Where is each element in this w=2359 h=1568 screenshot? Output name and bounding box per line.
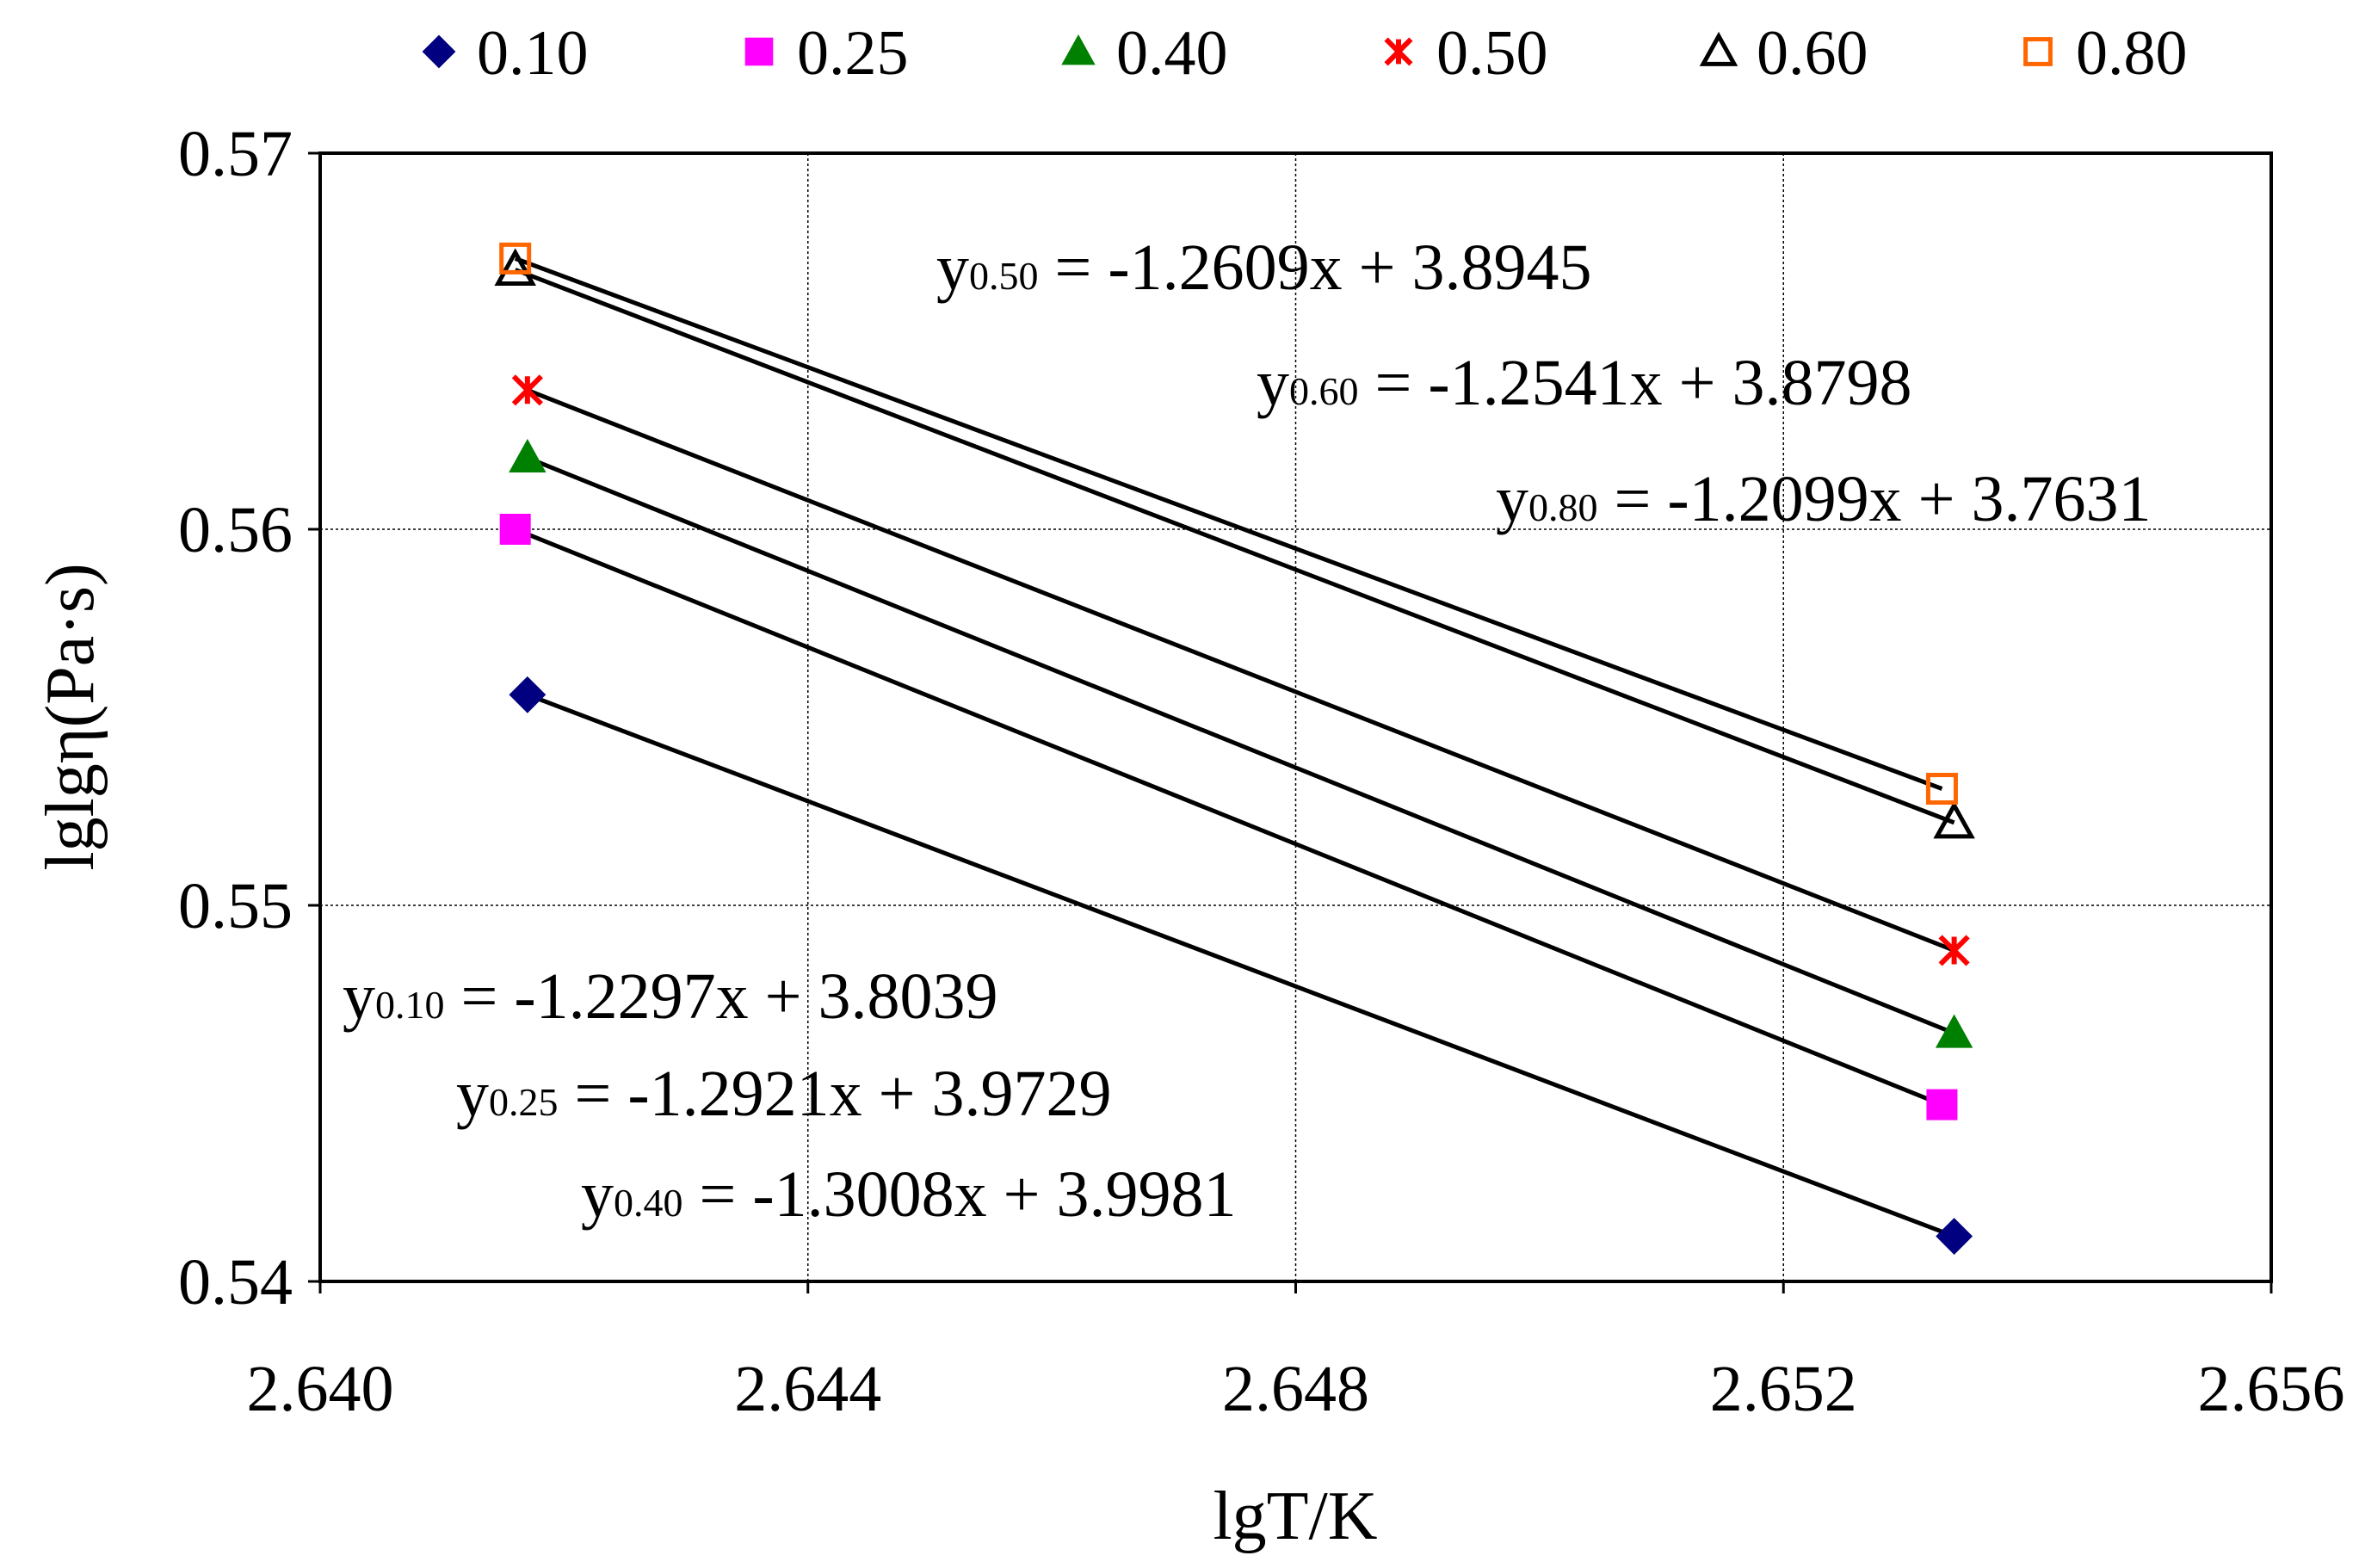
trend-lines <box>514 256 1955 1238</box>
data-point-0.60 <box>494 248 536 286</box>
data-point-0.60 <box>1933 800 1975 839</box>
trend-line-0.60 <box>514 268 1955 825</box>
legend-item-0.40: 0.40 <box>1061 18 1228 89</box>
legend-item-0.50: 0.50 <box>1384 18 1548 89</box>
legend-marker-0.50 <box>1384 37 1413 66</box>
legend-label: 0.10 <box>477 18 589 89</box>
y-tick-label: 0.56 <box>178 494 293 566</box>
data-point-0.80 <box>1925 773 1958 806</box>
data-point-0.25 <box>499 514 531 545</box>
x-tick-label: 2.644 <box>734 1353 881 1425</box>
trend-equation-0.25: y0.25 = -1.2921x + 3.9729 <box>456 1058 1112 1130</box>
legend: 0.10 0.25 0.40 0.50 0.60 0.80 <box>422 18 2188 89</box>
data-point-0.80 <box>499 242 532 275</box>
data-points <box>494 242 1975 1255</box>
legend-marker-0.10 <box>422 34 456 69</box>
trend-equations: y0.10 = -1.2297x + 3.8039 y0.25 = -1.2921… <box>343 231 2152 1231</box>
x-tick-label: 2.656 <box>2198 1353 2345 1425</box>
trend-equation-0.80: y0.80 = -1.2099x + 3.7631 <box>1496 463 2152 535</box>
x-tick-label: 2.652 <box>1710 1353 1857 1425</box>
data-point-0.50 <box>511 374 543 406</box>
y-tick-label: 0.55 <box>178 870 293 942</box>
data-point-0.40 <box>1935 1014 1973 1048</box>
grid <box>320 153 2271 1281</box>
x-axis-label: lgT/K <box>1213 1478 1377 1554</box>
legend-label: 0.25 <box>797 18 909 89</box>
data-point-0.25 <box>1926 1089 1958 1120</box>
trend-equation-0.10: y0.10 = -1.2297x + 3.8039 <box>343 960 998 1033</box>
data-point-0.10 <box>509 676 547 713</box>
legend-marker-0.60 <box>1699 31 1738 66</box>
y-axis-label: lglgη(Pa·s) <box>33 563 108 870</box>
y-tick-label: 0.54 <box>178 1246 293 1318</box>
legend-item-0.25: 0.25 <box>744 18 909 89</box>
x-tick-label: 2.640 <box>247 1353 394 1425</box>
legend-item-0.60: 0.60 <box>1699 18 1868 89</box>
legend-label: 0.40 <box>1116 18 1228 89</box>
trend-line-0.80 <box>514 256 1943 791</box>
trend-line-0.40 <box>526 455 1955 1035</box>
data-point-0.10 <box>1936 1218 1973 1255</box>
data-point-0.40 <box>509 438 547 472</box>
trend-line-0.50 <box>526 387 1955 953</box>
legend-item-0.10: 0.10 <box>422 18 589 89</box>
trend-equation-0.40: y0.40 = -1.3008x + 3.9981 <box>581 1158 1237 1231</box>
legend-marker-0.25 <box>744 37 774 66</box>
legend-label: 0.60 <box>1757 18 1868 89</box>
y-tick-label: 0.57 <box>178 118 293 190</box>
x-tick-label: 2.648 <box>1222 1353 1369 1425</box>
legend-label: 0.80 <box>2076 18 2188 89</box>
data-point-0.50 <box>1938 935 1970 966</box>
legend-marker-0.80 <box>2023 37 2053 66</box>
trend-equation-0.60: y0.60 = -1.2541x + 3.8798 <box>1257 347 1912 419</box>
trend-line-0.25 <box>514 527 1943 1107</box>
legend-marker-0.40 <box>1061 34 1096 65</box>
axis-ticks: 2.640 2.644 2.648 2.652 2.656 0.54 0.55 0.56 0.5… <box>178 118 2345 1425</box>
trend-equation-0.50: y0.50 = -1.2609x + 3.8945 <box>936 231 1592 304</box>
legend-item-0.80: 0.80 <box>2023 18 2188 89</box>
trend-line-0.10 <box>526 692 1955 1238</box>
legend-label: 0.50 <box>1436 18 1548 89</box>
